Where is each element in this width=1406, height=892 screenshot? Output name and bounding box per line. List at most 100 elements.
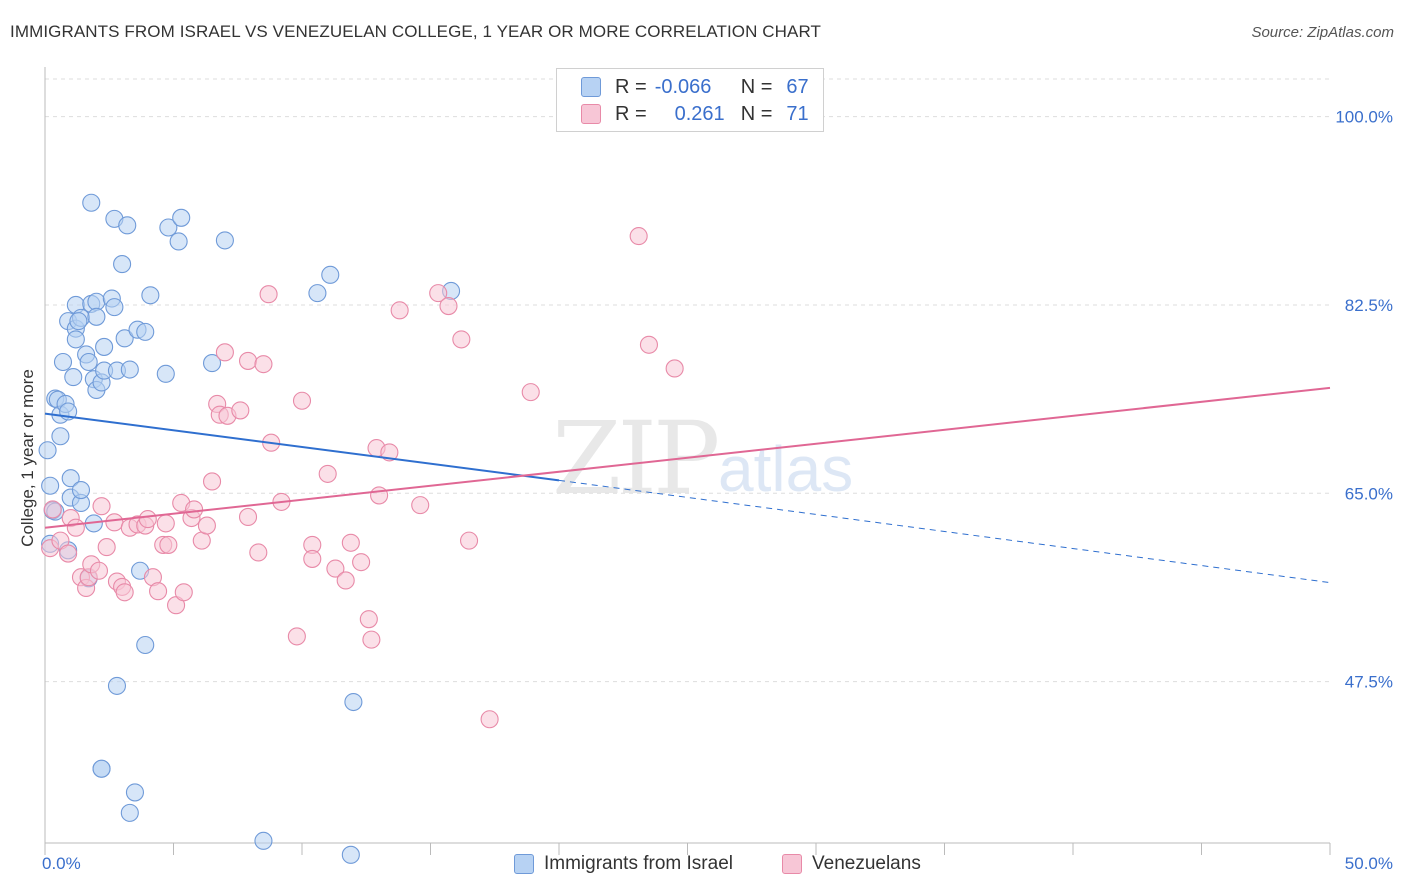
venezuelan-point bbox=[326, 559, 345, 578]
israel-point bbox=[95, 337, 114, 356]
legend-r-value: -0.066 bbox=[654, 75, 712, 98]
israel-point bbox=[41, 476, 60, 495]
israel-point bbox=[156, 364, 175, 383]
venezuelan-point bbox=[197, 516, 216, 535]
venezuelan-point bbox=[429, 284, 448, 303]
israel-point bbox=[308, 284, 327, 303]
venezuelan-point bbox=[203, 472, 222, 491]
israel-point bbox=[203, 354, 222, 373]
israel-point bbox=[169, 232, 188, 251]
venezuelan-point bbox=[639, 335, 659, 354]
y-tick-label: 82.5% bbox=[1345, 296, 1393, 315]
source-label: Source: ZipAtlas.com bbox=[1251, 24, 1394, 41]
israel-point bbox=[254, 831, 273, 850]
venezuelan-point bbox=[254, 355, 273, 374]
israel-point bbox=[87, 307, 106, 326]
venezuelan-point bbox=[66, 518, 85, 537]
israel-point bbox=[141, 286, 160, 305]
israel-point bbox=[38, 441, 57, 460]
venezuelan-point bbox=[480, 710, 499, 729]
venezuelan-point bbox=[115, 583, 134, 602]
israel-point bbox=[215, 231, 234, 250]
venezuelan-point bbox=[362, 630, 381, 649]
israel-trend-extension bbox=[558, 479, 1331, 584]
x-tick-label: 50.0% bbox=[1345, 854, 1393, 873]
venezuelan-point bbox=[411, 496, 430, 515]
israel-point bbox=[136, 322, 155, 341]
legend-swatch-pink bbox=[581, 104, 601, 124]
israel-point bbox=[120, 803, 139, 822]
venezuelan-point bbox=[89, 561, 109, 580]
israel-point bbox=[321, 265, 340, 284]
venezuelan-point bbox=[215, 343, 234, 362]
y-axis-label: College, 1 year or more bbox=[18, 369, 37, 547]
israel-point bbox=[87, 292, 106, 311]
venezuelan-point bbox=[370, 486, 389, 505]
legend-row-israel: R = -0.066 N = 67 bbox=[581, 74, 809, 100]
venezuelan-point bbox=[43, 500, 62, 519]
israel-trend-line bbox=[44, 412, 560, 482]
israel-point bbox=[113, 255, 132, 274]
venezuelan-point bbox=[185, 500, 204, 519]
israel-point bbox=[136, 635, 155, 655]
venezuelan-point bbox=[359, 610, 378, 629]
israel-point bbox=[120, 360, 139, 379]
bottom-legend-venezuelans: Venezuelans bbox=[782, 851, 921, 877]
correlation-legend: R = -0.066 N = 67 R = 0.261 N = 71 bbox=[556, 68, 824, 132]
venezuelan-point bbox=[459, 531, 479, 550]
venezuelan-point bbox=[97, 538, 116, 557]
venezuelan-point bbox=[452, 330, 471, 349]
israel-point bbox=[51, 427, 70, 446]
venezuelan-point bbox=[149, 582, 168, 601]
legend-r-label: R = bbox=[615, 102, 647, 125]
israel-point bbox=[79, 352, 98, 372]
legend-n-value: 67 bbox=[786, 75, 809, 98]
bottom-legend-israel: Immigrants from Israel bbox=[514, 851, 733, 877]
venezuelan-point bbox=[390, 301, 409, 320]
israel-point bbox=[69, 312, 88, 331]
israel-point bbox=[118, 216, 137, 235]
israel-point bbox=[82, 193, 101, 212]
legend-r-value: 0.261 bbox=[674, 102, 725, 125]
israel-point bbox=[61, 469, 80, 488]
venezuelan-point bbox=[318, 464, 337, 483]
bottom-legend-label-israel: Immigrants from Israel bbox=[544, 853, 733, 874]
venezuelan-point bbox=[92, 497, 111, 516]
venezuelan-point bbox=[292, 391, 312, 410]
venezuelan-point bbox=[105, 513, 124, 532]
israel-point bbox=[66, 330, 85, 349]
legend-n-label: N = bbox=[740, 102, 773, 125]
israel-point bbox=[172, 208, 191, 227]
israel-point bbox=[64, 368, 83, 387]
venezuelan-point bbox=[238, 507, 258, 527]
legend-n-label: N = bbox=[740, 75, 773, 98]
venezuelan-point bbox=[336, 571, 355, 590]
venezuelan-point bbox=[259, 285, 278, 304]
venezuelan-point bbox=[59, 544, 78, 563]
venezuelan-trend-line bbox=[44, 386, 1331, 529]
y-tick-label: 65.0% bbox=[1345, 484, 1393, 503]
venezuelan-point bbox=[231, 401, 250, 420]
israel-point bbox=[115, 329, 134, 348]
venezuelan-point bbox=[159, 535, 178, 554]
venezuelan-point bbox=[352, 553, 371, 572]
venezuelan-point bbox=[665, 359, 684, 378]
israel-point bbox=[92, 759, 111, 778]
venezuelan-point bbox=[380, 443, 399, 462]
y-tick-label: 47.5% bbox=[1345, 673, 1393, 692]
israel-point bbox=[341, 845, 360, 864]
israel-point bbox=[344, 692, 363, 712]
venezuelan-point bbox=[238, 351, 258, 370]
israel-point bbox=[107, 676, 127, 695]
venezuelan-point bbox=[138, 510, 157, 529]
bottom-legend-swatch-pink bbox=[782, 854, 802, 874]
venezuelan-point bbox=[287, 627, 306, 646]
y-tick-label: 100.0% bbox=[1335, 108, 1393, 127]
bottom-legend-label-venezuelans: Venezuelans bbox=[812, 853, 921, 874]
israel-point bbox=[159, 218, 178, 237]
venezuelan-point bbox=[629, 227, 648, 246]
bottom-legend-swatch-blue bbox=[514, 854, 534, 874]
watermark-zip: ZIP bbox=[552, 400, 720, 517]
chart-title: IMMIGRANTS FROM ISRAEL VS VENEZUELAN COL… bbox=[10, 22, 822, 41]
venezuelan-point bbox=[439, 296, 458, 316]
